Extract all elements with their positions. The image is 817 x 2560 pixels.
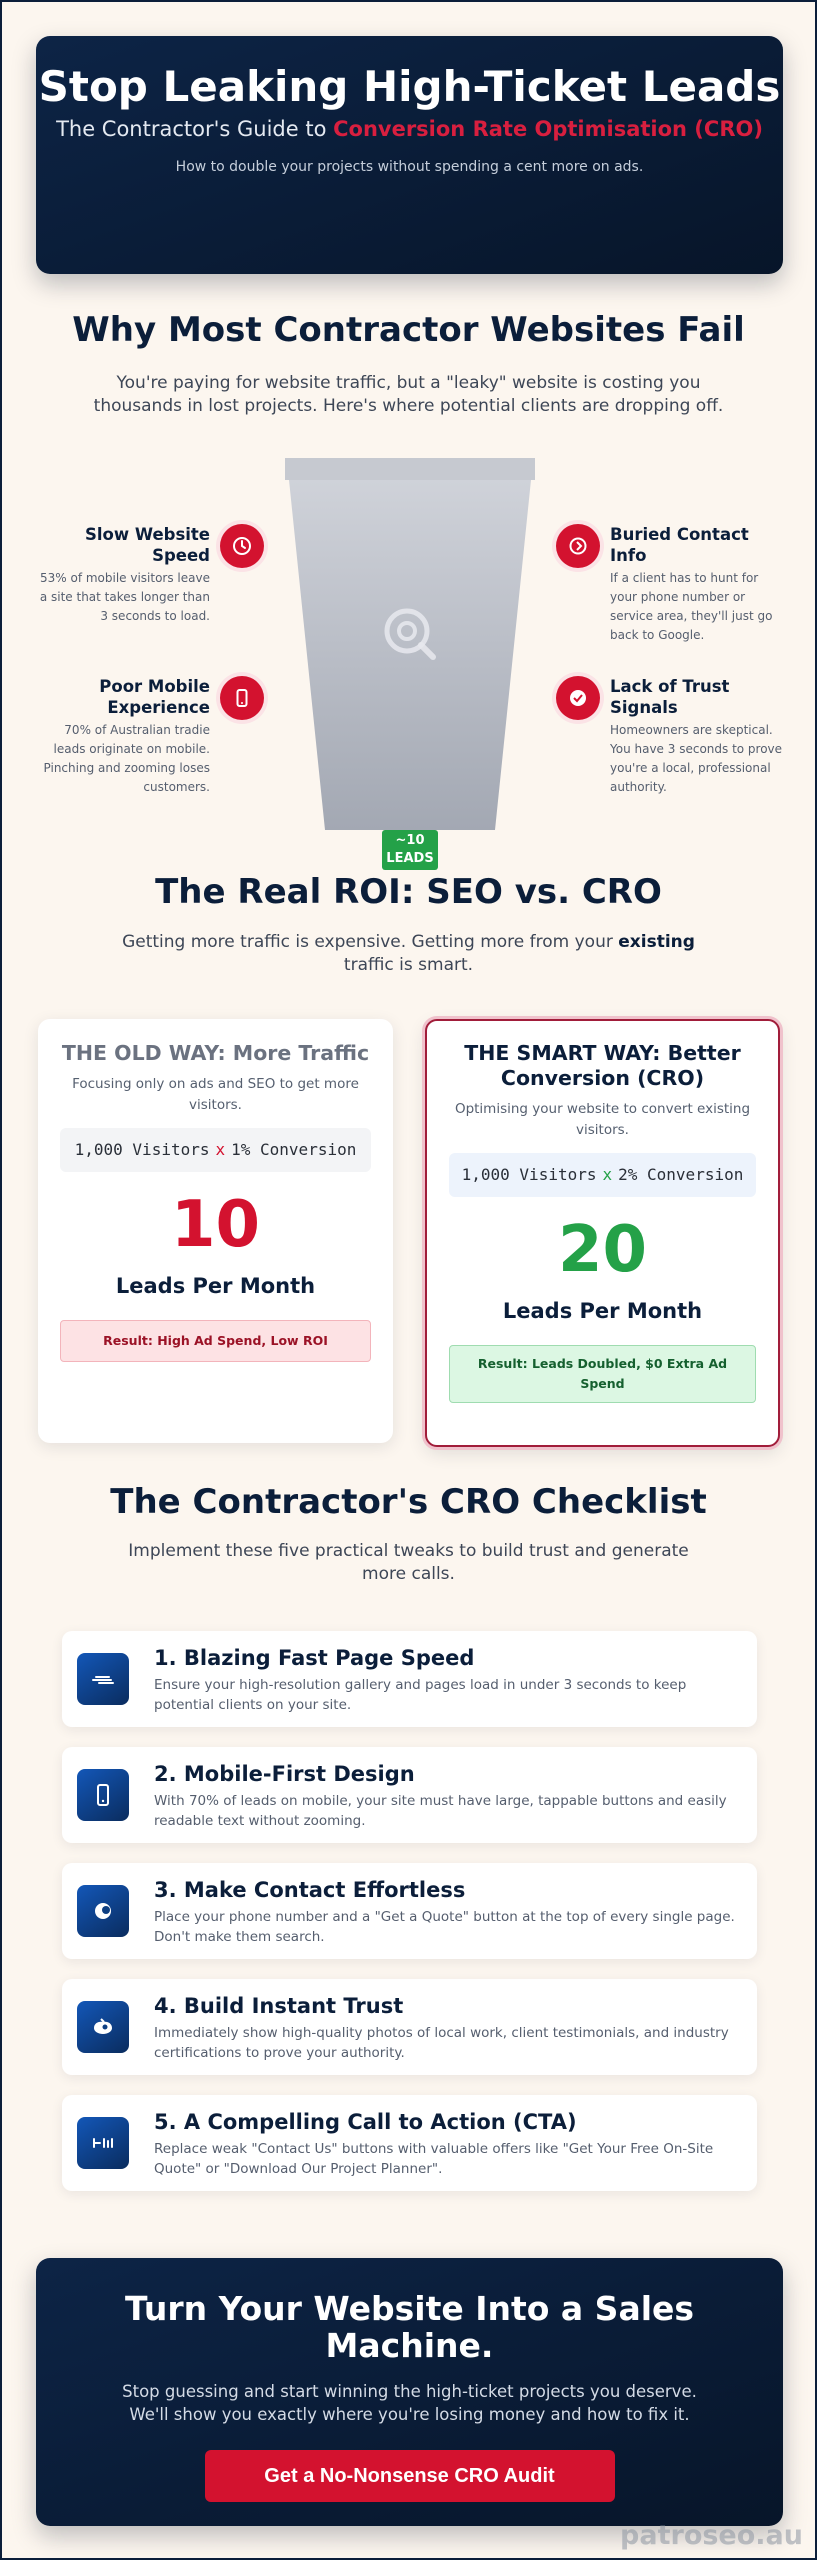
magnifier-icon xyxy=(384,608,436,660)
why-title: Why Most Contractor Websites Fail xyxy=(72,310,745,350)
roi-intro: Getting more traffic is expensive. Getti… xyxy=(102,931,715,977)
fail-item-text: 70% of Australian tradie leads originate… xyxy=(43,723,210,794)
fail-item-title: Slow Website Speed xyxy=(84,525,210,565)
fail-item-text: Homeowners are skeptical. You have 3 sec… xyxy=(610,723,783,794)
smart-way-result: Result: Leads Doubled, $0 Extra Ad Spend xyxy=(449,1345,756,1403)
checklist-title: The Contractor's CRO Checklist xyxy=(110,1482,707,1522)
checklist-intro: Implement these five practical tweaks to… xyxy=(128,1541,689,1584)
checklist-item-title: 4. Build Instant Trust xyxy=(154,1994,404,2018)
hero-subtitle-accent: Conversion Rate Optimisation (CRO) xyxy=(333,117,763,141)
checklist-item-mobile-first: 2. Mobile-First Design With 70% of leads… xyxy=(62,1747,757,1843)
smart-way-card: THE SMART WAY: Better Conversion (CRO) O… xyxy=(425,1019,780,1447)
checklist-item-text: Ensure your high-resolution gallery and … xyxy=(154,1677,687,1713)
smart-way-formula: 1,000 Visitors x 2% Conversion xyxy=(449,1153,756,1197)
funnel-leads-badge: ~10 LEADS xyxy=(382,830,438,870)
hero-banner: Stop Leaking High-Ticket Leads The Contr… xyxy=(36,36,783,274)
old-way-leads-label: Leads Per Month xyxy=(115,1274,316,1298)
smart-way-leads-label: Leads Per Month xyxy=(502,1299,703,1323)
old-way-leads-number: 10 xyxy=(170,1188,261,1262)
roi-intro-bold: existing xyxy=(618,932,695,952)
old-way-title: THE OLD WAY: More Traffic xyxy=(61,1041,370,1065)
fail-item-title: Lack of Trust Signals xyxy=(610,677,730,717)
conversion-value: 1% Conversion xyxy=(231,1140,357,1159)
fail-item-buried-contact: Buried Contact Info If a client has to h… xyxy=(610,524,788,645)
mobile-icon xyxy=(77,1769,129,1821)
cta-banner: Turn Your Website Into a Sales Machine. … xyxy=(36,2258,783,2526)
why-intro: You're paying for website traffic, but a… xyxy=(93,373,724,416)
old-way-card: THE OLD WAY: More Traffic Focusing only … xyxy=(38,1019,393,1443)
checklist-item-text: Immediately show high-quality photos of … xyxy=(154,2025,729,2061)
fail-item-title: Poor Mobile Experience xyxy=(99,677,210,717)
clock-icon xyxy=(220,524,264,568)
cta-icon xyxy=(77,2117,129,2169)
checklist-item-page-speed: 1. Blazing Fast Page Speed Ensure your h… xyxy=(62,1631,757,1727)
conversion-value: 2% Conversion xyxy=(618,1165,744,1184)
times-sign: x xyxy=(602,1165,613,1184)
fail-item-slow-speed: Slow Website Speed 53% of mobile visitor… xyxy=(32,524,210,626)
hero-tagline: How to double your projects without spen… xyxy=(175,159,644,175)
fail-item-lack-of-trust: Lack of Trust Signals Homeowners are ske… xyxy=(610,676,788,797)
smart-way-desc: Optimising your website to convert exist… xyxy=(454,1101,751,1138)
checklist-item-text: With 70% of leads on mobile, your site m… xyxy=(154,1793,727,1829)
checklist-item-trust: 4. Build Instant Trust Immediately show … xyxy=(62,1979,757,2075)
hero-subtitle-prefix: The Contractor's Guide to xyxy=(56,117,334,141)
old-way-result: Result: High Ad Spend, Low ROI xyxy=(60,1320,371,1362)
checklist-item-title: 5. A Compelling Call to Action (CTA) xyxy=(154,2110,577,2134)
checklist-item-text: Replace weak "Contact Us" buttons with v… xyxy=(154,2141,714,2177)
roi-intro-prefix: Getting more traffic is expensive. Getti… xyxy=(122,932,619,952)
mobile-icon xyxy=(220,676,264,720)
smart-way-leads-number: 20 xyxy=(557,1213,648,1287)
contact-icon xyxy=(77,1885,129,1937)
fail-item-text: 53% of mobile visitors leave a site that… xyxy=(39,571,210,623)
old-way-desc: Focusing only on ads and SEO to get more… xyxy=(72,1076,359,1113)
hero-subtitle: The Contractor's Guide to Conversion Rat… xyxy=(36,117,783,141)
cro-audit-button[interactable]: Get a No-Nonsense CRO Audit xyxy=(204,2450,615,2502)
checklist-item-text: Place your phone number and a "Get a Quo… xyxy=(154,1909,735,1945)
funnel-shape xyxy=(285,458,535,830)
old-way-formula: 1,000 Visitors x 1% Conversion xyxy=(60,1128,371,1172)
checklist-item-title: 2. Mobile-First Design xyxy=(154,1762,415,1786)
checklist-item-title: 1. Blazing Fast Page Speed xyxy=(154,1646,475,1670)
trust-icon xyxy=(556,676,600,720)
roi-intro-suffix: traffic is smart. xyxy=(343,955,474,975)
times-sign: x xyxy=(215,1140,226,1159)
cta-text: Stop guessing and start winning the high… xyxy=(122,2382,697,2424)
fail-item-text: If a client has to hunt for your phone n… xyxy=(610,571,773,642)
smart-way-title: THE SMART WAY: Better Conversion (CRO) xyxy=(464,1041,741,1090)
phone-icon xyxy=(556,524,600,568)
hero-title: Stop Leaking High-Ticket Leads xyxy=(38,62,781,111)
fail-item-poor-mobile: Poor Mobile Experience 70% of Australian… xyxy=(32,676,210,797)
roi-title: The Real ROI: SEO vs. CRO xyxy=(155,872,662,912)
fail-item-title: Buried Contact Info xyxy=(610,525,749,565)
speed-icon xyxy=(77,1653,129,1705)
checklist-item-cta: 5. A Compelling Call to Action (CTA) Rep… xyxy=(62,2095,757,2191)
visitors-value: 1,000 Visitors xyxy=(461,1165,597,1184)
leaky-funnel-graphic: ~10 LEADS Slow Website Speed 53% of mobi… xyxy=(2,452,815,872)
trust-icon xyxy=(77,2001,129,2053)
checklist-item-contact: 3. Make Contact Effortless Place your ph… xyxy=(62,1863,757,1959)
cta-title: Turn Your Website Into a Sales Machine. xyxy=(124,2289,695,2365)
watermark: patroseo.au xyxy=(620,2520,803,2551)
visitors-value: 1,000 Visitors xyxy=(74,1140,210,1159)
checklist-item-title: 3. Make Contact Effortless xyxy=(154,1878,466,1902)
